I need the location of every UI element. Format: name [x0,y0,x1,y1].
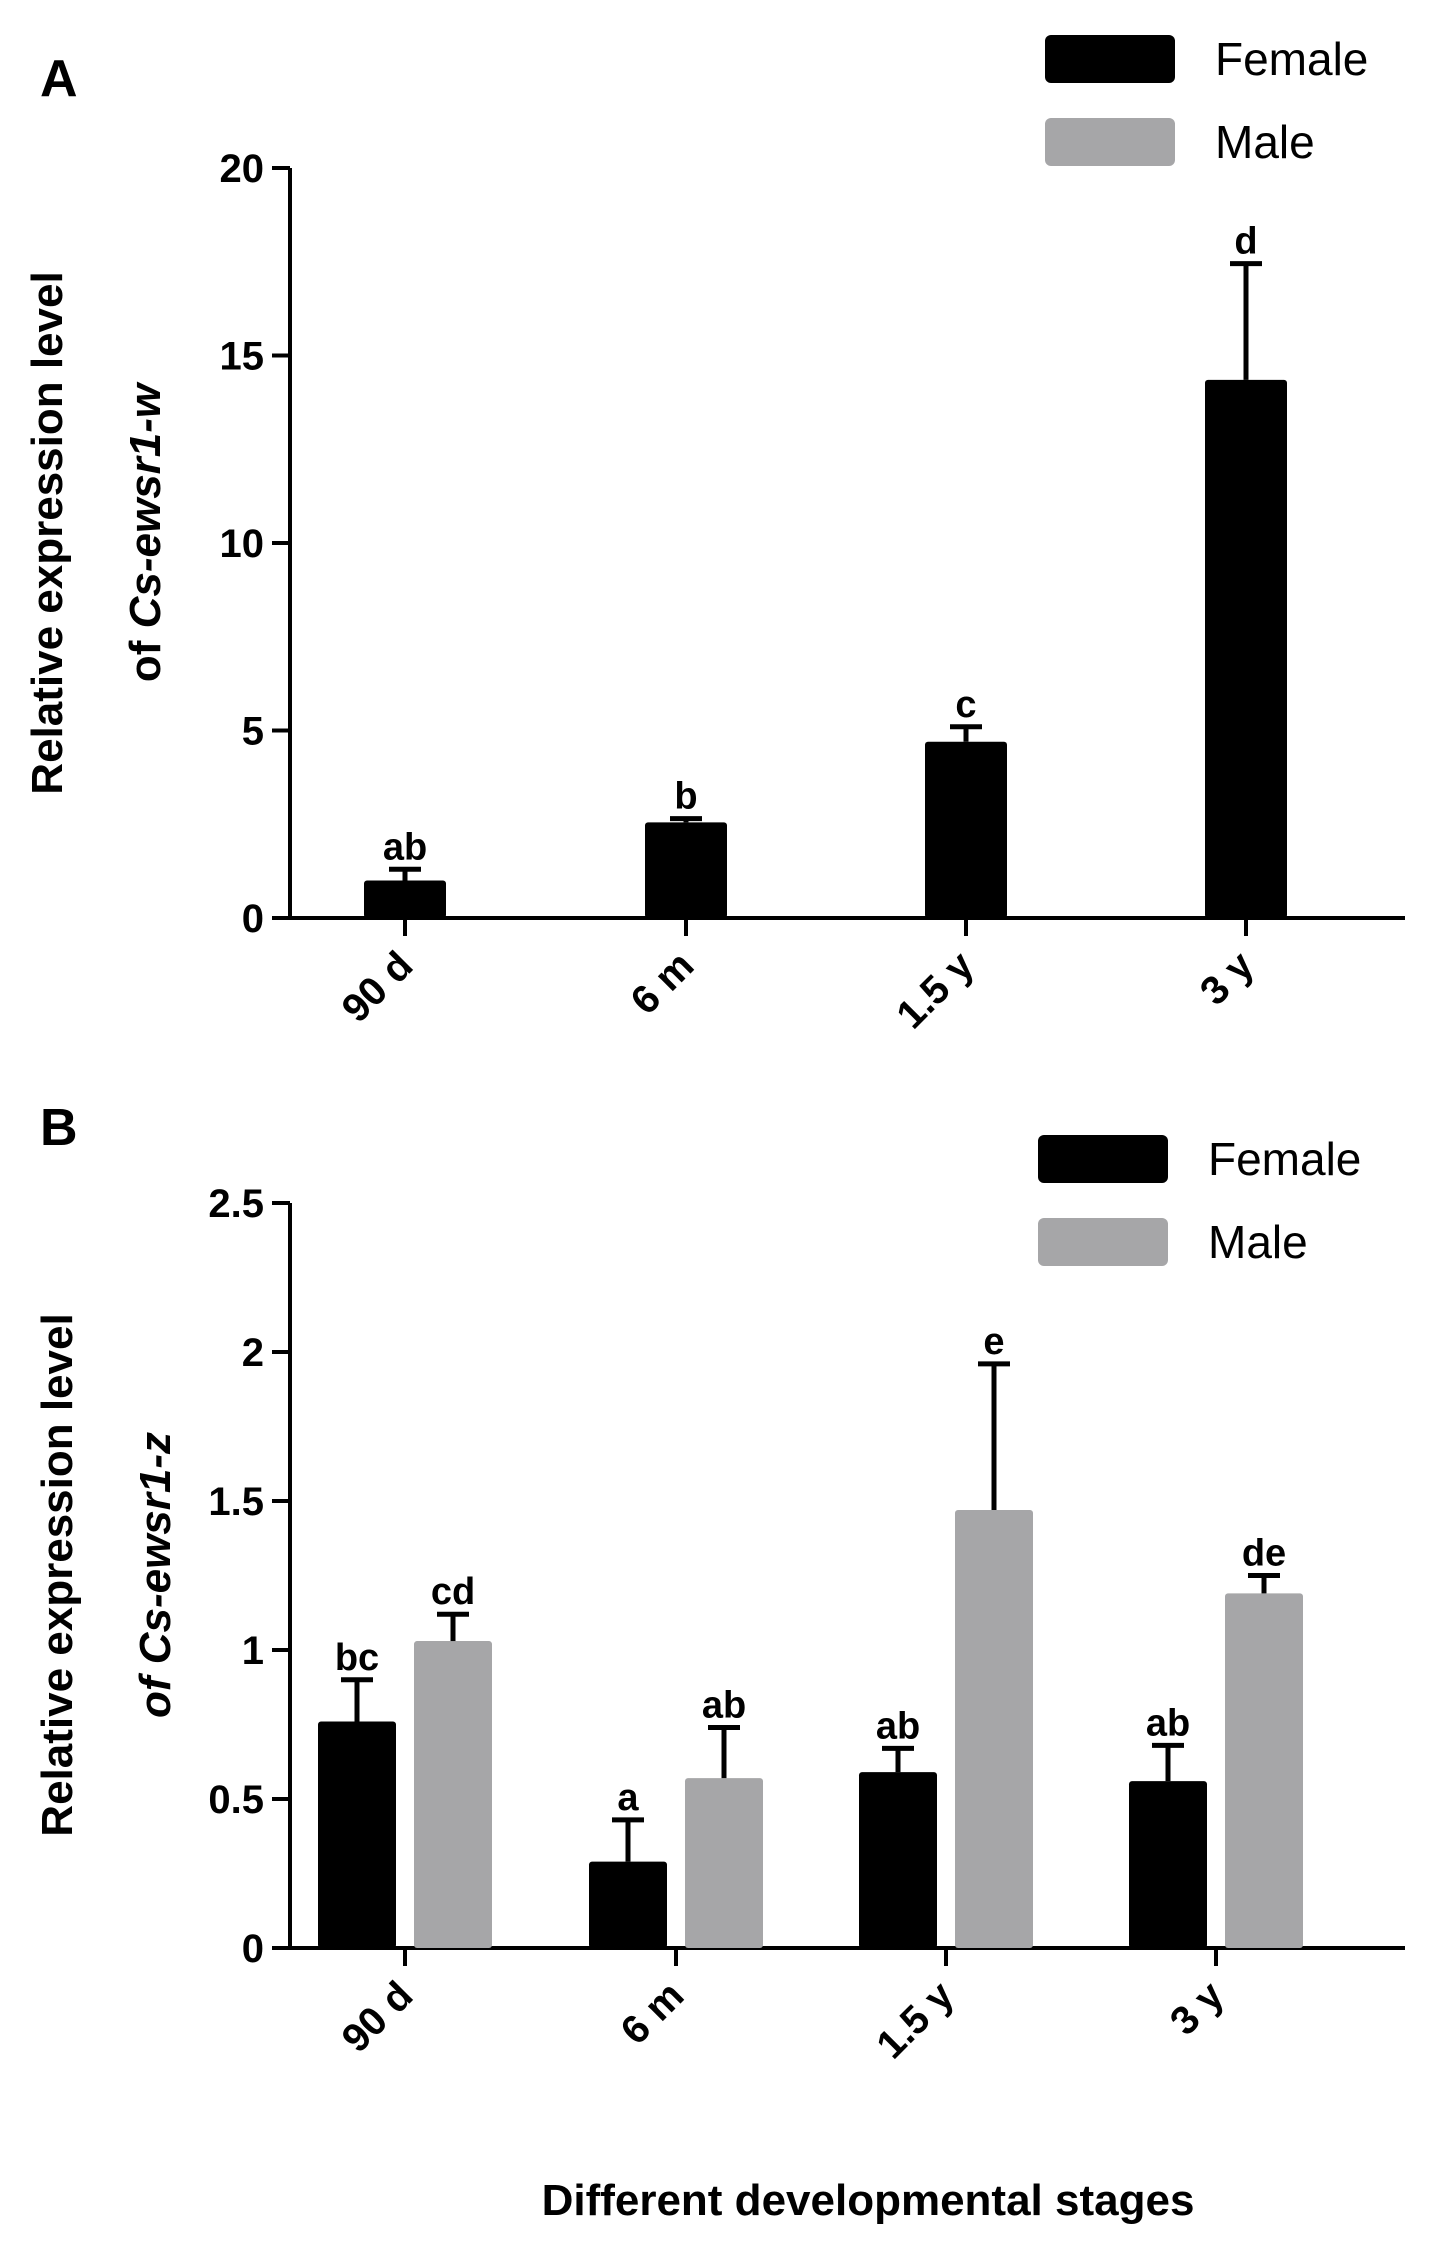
panel-b-bar-female [589,1861,667,1948]
panel-b-x-tick-label: 90 d [334,1973,422,2061]
panel-a-y-axis-title-prefix: of [121,628,170,682]
panel-a-bar-female [645,822,727,918]
panel-b-significance-label-male: cd [431,1571,475,1613]
panel-b-y-tick-label: 0 [242,1927,264,1971]
panel-b-letter: B [40,1099,78,1157]
panel-b-legend-label-male: Male [1208,1216,1308,1268]
panel-a-letter: A [40,50,78,108]
panel-b-chart: B Relative expression level of Cs-ewsr1-z 0… [33,1099,1405,2067]
panel-b-x-tick-label: 1.5 y [868,1973,963,2068]
panel-b-bar-male [1225,1593,1303,1948]
panel-a-y-tick-label: 10 [220,522,265,566]
panel-b-significance-label-female: ab [1146,1702,1190,1744]
panel-a-x-tick-label: 3 y [1192,943,1263,1014]
panel-a-x-tick-label: 6 m [623,943,703,1023]
panel-b-y-tick-label: 1.5 [208,1480,264,1524]
panel-b-legend-label-female: Female [1208,1133,1361,1185]
panel-a-x-tick-label: 1.5 y [888,943,983,1038]
panel-b-y-tick-label: 2.5 [208,1182,264,1226]
panel-b-bar-male [955,1509,1033,1948]
panel-b-x-tick-label: 3 y [1162,1973,1233,2044]
panel-a-legend-swatch-male [1045,118,1175,166]
panel-a-legend-label-female: Female [1215,33,1368,85]
panel-a-significance-label-female: ab [383,826,427,868]
panel-b-bar-female [1129,1781,1207,1948]
panel-b-significance-label-female: ab [876,1705,920,1747]
panel-b-y-axis-title-line1: Relative expression level [33,1313,82,1836]
panel-b-significance-label-male: ab [702,1684,746,1726]
panel-b-y-axis-title-gene: Cs-ewsr1-z [131,1432,180,1664]
panel-a-significance-label-female: b [674,776,697,818]
panel-b-significance-label-female: bc [335,1637,379,1679]
panel-b-bar-female [859,1772,937,1948]
panel-a-y-tick-label: 5 [242,710,264,754]
panel-a-y-axis-title-line2: of Cs-ewsr1-w [121,381,170,682]
panel-a-legend-label-male: Male [1215,116,1315,168]
panel-b-y-tick-label: 0.5 [208,1778,264,1822]
panel-a-legend-swatch-female [1045,35,1175,83]
panel-a-bar-female [925,741,1007,918]
panel-a-y-tick-label: 0 [242,897,264,941]
panel-a-chart: A Relative expression level of Cs-ewsr1-w 0… [23,33,1405,1037]
panel-b-bar-male [685,1778,763,1948]
panel-a-significance-label-female: d [1234,221,1257,263]
panel-b-x-tick-label: 6 m [613,1973,693,2053]
panel-b-bar-male [414,1641,492,1948]
panel-a-y-axis-title-line1: Relative expression level [23,271,72,794]
panel-a-bar-female [1205,379,1287,918]
panel-b-significance-label-female: a [617,1777,639,1819]
panel-b-bar-female [318,1721,396,1948]
panel-a-y-axis-title-gene: Cs-ewsr1-w [121,381,170,628]
panel-a-y-tick-label: 15 [220,335,265,379]
panel-b-y-tick-label: 2 [242,1331,264,1375]
panel-b-y-axis-title-line2: of Cs-ewsr1-z [131,1432,180,1718]
panel-a-y-tick-label: 20 [220,147,265,191]
panel-b-legend-swatch-female [1038,1135,1168,1183]
panel-b-y-tick-label: 1 [242,1629,264,1673]
panel-b-significance-label-male: de [1242,1533,1286,1575]
panel-b-y-axis-title-prefix: of [131,1664,180,1718]
panel-a-bar-female [364,880,446,918]
panel-a-x-tick-label: 90 d [334,943,422,1031]
panel-b-significance-label-male: e [983,1321,1004,1363]
panel-b-legend-swatch-male [1038,1218,1168,1266]
x-axis-title: Different developmental stages [542,2176,1195,2225]
panel-a-significance-label-female: c [955,684,976,726]
